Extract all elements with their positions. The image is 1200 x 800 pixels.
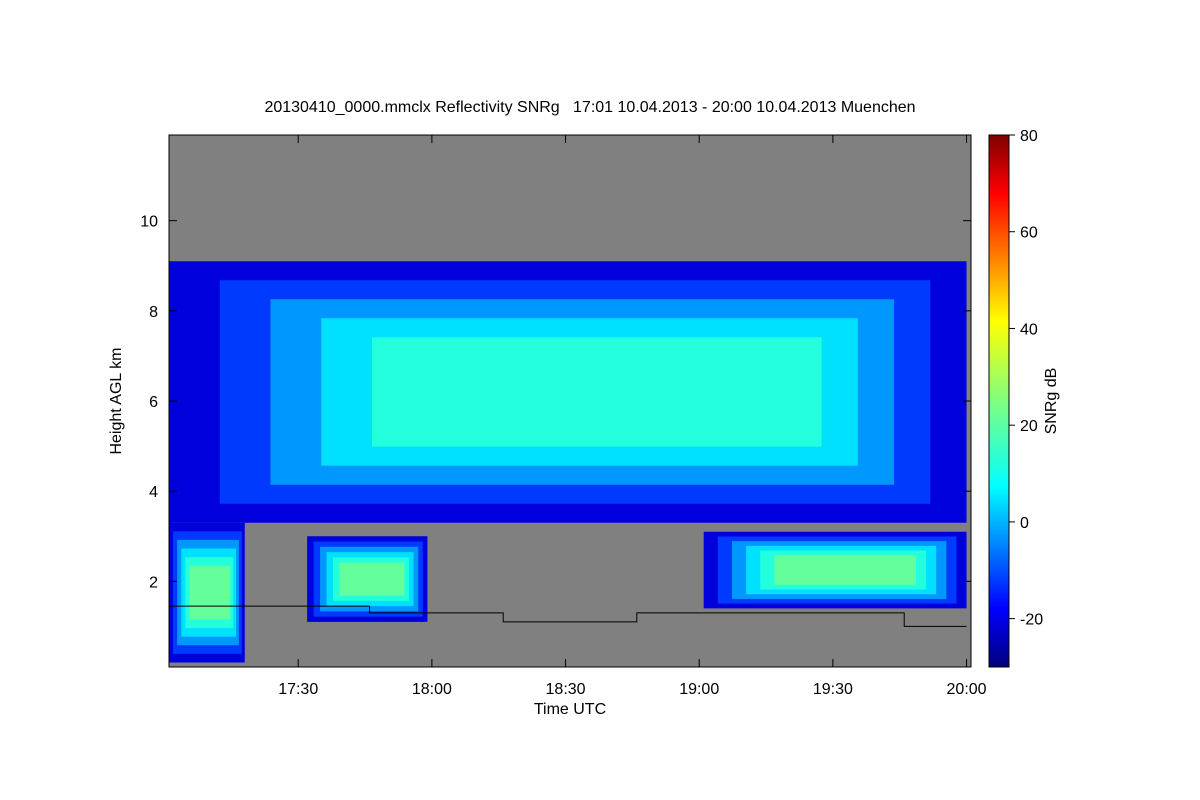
cloud-layer-1 xyxy=(169,261,967,523)
cloud-layer-4 xyxy=(703,531,967,609)
x-axis-label: Time UTC xyxy=(534,701,606,718)
x-tick-label: 19:30 xyxy=(813,681,853,698)
colorbar-tick-label: -20 xyxy=(1020,612,1043,629)
cloud-layers xyxy=(169,261,967,663)
colorbar-tick-label: 60 xyxy=(1020,225,1038,242)
colorbar xyxy=(988,134,1010,668)
boundary-line xyxy=(169,605,967,627)
x-axis-ticks: 17:30 18:00 18:30 19:00 19:30 20:00 xyxy=(278,135,987,698)
y-axis-ticks: 2 4 6 8 10 xyxy=(140,214,971,591)
y-tick-label: 10 xyxy=(140,214,158,231)
colorbar-tick-label: 0 xyxy=(1020,515,1029,532)
cloud-contour xyxy=(189,565,231,620)
colorbar-tick-label: 40 xyxy=(1020,321,1038,338)
colorbar-tick-label: 20 xyxy=(1020,418,1038,435)
x-tick-label: 17:30 xyxy=(278,681,318,698)
cloud-contour xyxy=(339,562,405,596)
colorbar-tick-label: 80 xyxy=(1020,128,1038,145)
x-tick-label: 20:00 xyxy=(947,681,987,698)
x-tick-label: 18:30 xyxy=(546,681,586,698)
chart-title: 20130410_0000.mmclx Reflectivity SNRg 17… xyxy=(264,99,916,116)
y-tick-label: 4 xyxy=(149,484,158,501)
y-tick-label: 6 xyxy=(149,394,158,411)
y-axis-label: Height AGL km xyxy=(108,347,125,454)
cloud-contour xyxy=(774,555,916,585)
cloud-layer-2 xyxy=(169,522,245,663)
y-tick-label: 2 xyxy=(149,574,158,591)
cloud-layer-3 xyxy=(307,536,428,622)
x-tick-label: 19:00 xyxy=(679,681,719,698)
cloud-contour xyxy=(372,337,822,447)
x-tick-label: 18:00 xyxy=(412,681,452,698)
colorbar-label: SNRg dB xyxy=(1043,368,1060,435)
colorbar-ticks: -20 0 20 40 60 80 xyxy=(1009,128,1043,629)
y-tick-label: 8 xyxy=(149,304,158,321)
